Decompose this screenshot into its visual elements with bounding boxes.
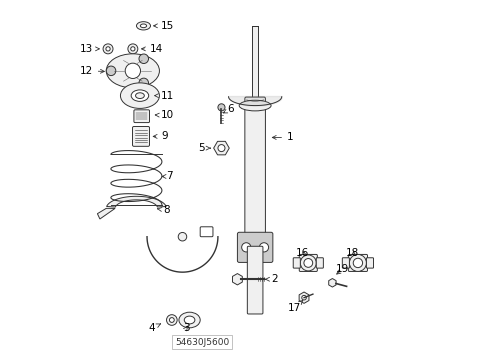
FancyBboxPatch shape xyxy=(299,255,317,271)
Circle shape xyxy=(166,315,177,325)
Text: 12: 12 xyxy=(80,66,104,76)
Text: 7: 7 xyxy=(162,171,173,181)
Circle shape xyxy=(106,47,110,51)
Circle shape xyxy=(300,255,316,271)
Ellipse shape xyxy=(120,83,159,108)
Polygon shape xyxy=(106,196,166,207)
Text: 17: 17 xyxy=(287,300,302,313)
Text: 1: 1 xyxy=(272,132,293,143)
Circle shape xyxy=(178,233,186,241)
Circle shape xyxy=(241,243,250,252)
Text: 13: 13 xyxy=(80,44,99,54)
Circle shape xyxy=(304,258,312,267)
Circle shape xyxy=(301,296,305,300)
Ellipse shape xyxy=(239,100,270,111)
FancyBboxPatch shape xyxy=(132,126,149,146)
FancyBboxPatch shape xyxy=(247,246,263,314)
Circle shape xyxy=(139,54,148,63)
Circle shape xyxy=(259,243,268,252)
Circle shape xyxy=(130,47,135,51)
Ellipse shape xyxy=(140,24,146,28)
FancyBboxPatch shape xyxy=(366,258,373,268)
Text: 16: 16 xyxy=(295,248,308,258)
FancyBboxPatch shape xyxy=(237,232,272,262)
Text: 6: 6 xyxy=(223,104,234,114)
Text: 3: 3 xyxy=(183,323,189,333)
Text: 9: 9 xyxy=(153,131,167,141)
FancyBboxPatch shape xyxy=(134,110,149,123)
Ellipse shape xyxy=(131,90,148,102)
Text: 10: 10 xyxy=(155,111,174,121)
Circle shape xyxy=(218,104,224,111)
Text: 19: 19 xyxy=(335,264,348,274)
Circle shape xyxy=(139,78,148,88)
Ellipse shape xyxy=(184,316,195,324)
Polygon shape xyxy=(97,208,115,219)
Circle shape xyxy=(218,145,224,152)
FancyBboxPatch shape xyxy=(342,258,349,268)
FancyBboxPatch shape xyxy=(347,255,367,271)
Text: 15: 15 xyxy=(153,21,174,31)
Circle shape xyxy=(125,63,140,78)
FancyBboxPatch shape xyxy=(252,26,258,99)
Circle shape xyxy=(352,258,362,267)
Ellipse shape xyxy=(106,54,159,88)
Ellipse shape xyxy=(179,312,200,328)
Text: 5: 5 xyxy=(198,143,210,153)
Text: 11: 11 xyxy=(154,91,174,101)
Text: 18: 18 xyxy=(345,248,358,258)
Ellipse shape xyxy=(135,93,144,99)
Text: 4: 4 xyxy=(148,323,160,333)
FancyBboxPatch shape xyxy=(244,97,265,249)
Circle shape xyxy=(349,255,366,271)
FancyBboxPatch shape xyxy=(293,258,300,268)
Circle shape xyxy=(106,66,116,76)
Text: 8: 8 xyxy=(157,205,169,215)
Circle shape xyxy=(103,44,113,54)
Text: 54630J5600: 54630J5600 xyxy=(175,338,228,347)
Text: 2: 2 xyxy=(265,274,277,284)
Ellipse shape xyxy=(136,22,150,30)
FancyBboxPatch shape xyxy=(316,258,323,268)
Text: 14: 14 xyxy=(141,44,163,54)
Circle shape xyxy=(169,318,174,323)
Circle shape xyxy=(128,44,138,54)
